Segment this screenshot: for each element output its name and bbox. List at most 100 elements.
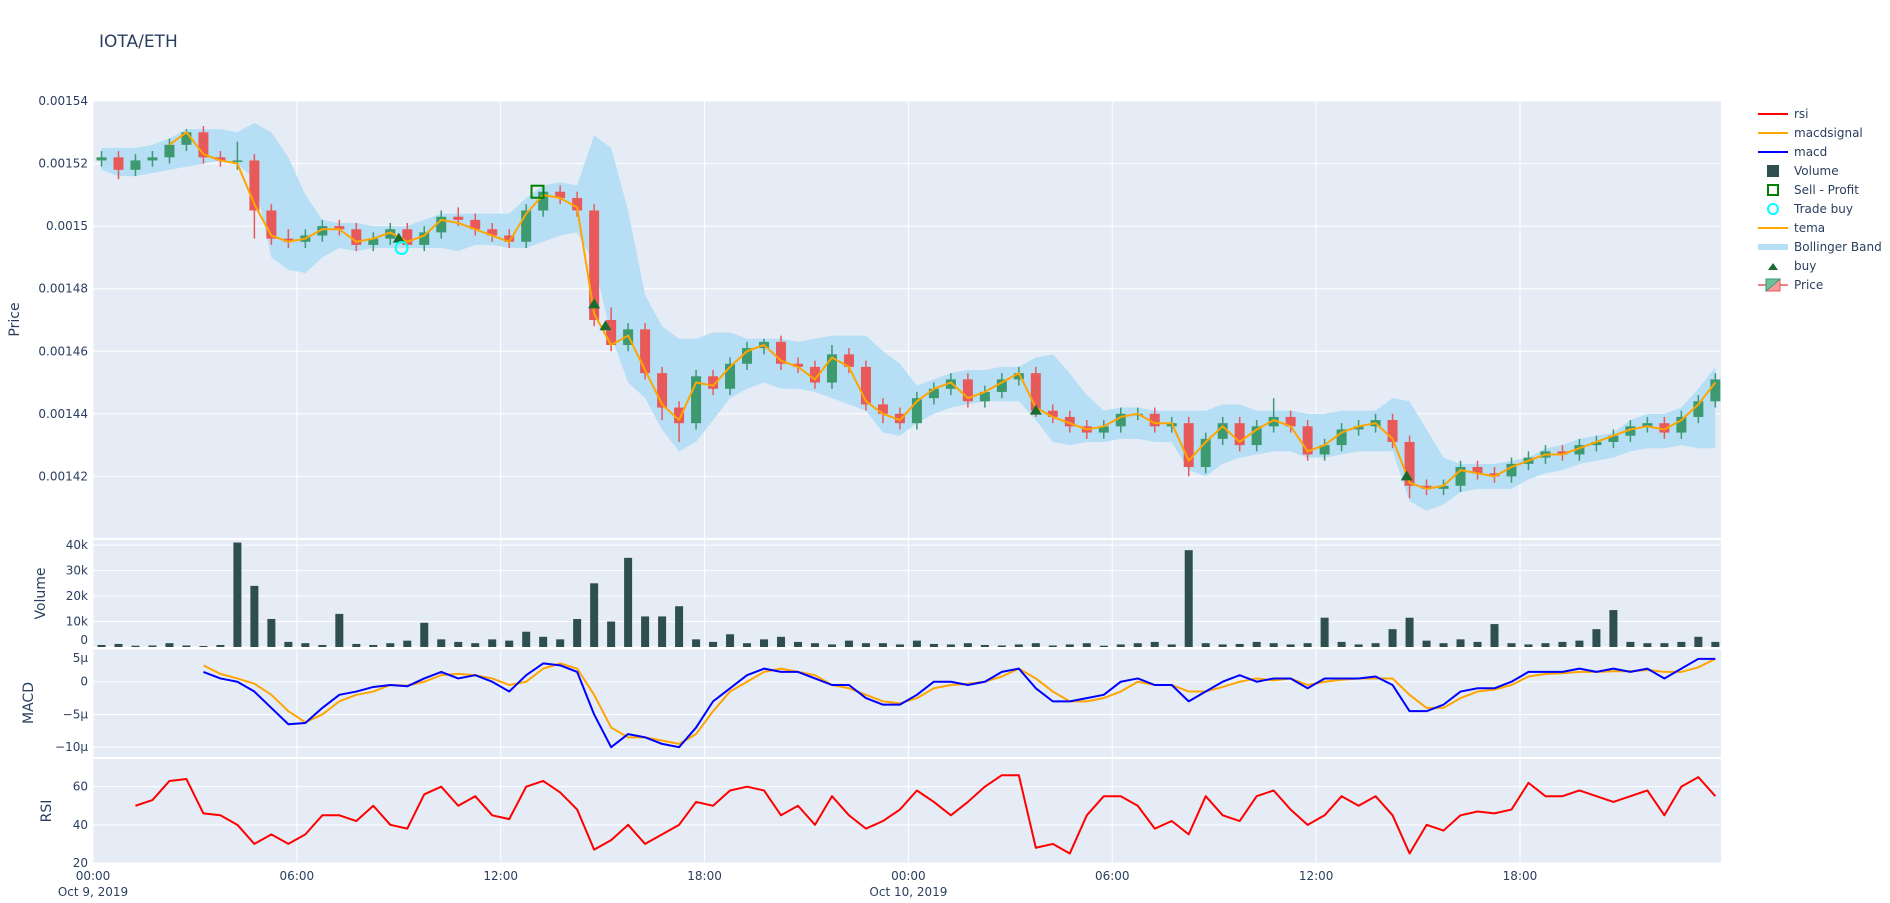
volume-bar xyxy=(1558,641,1567,647)
legend-item-trade-buy[interactable]: Trade buy xyxy=(1758,199,1882,218)
candle-body xyxy=(1268,416,1279,427)
candle xyxy=(945,373,956,396)
candle xyxy=(674,401,685,442)
x-tick-label: 12:00 xyxy=(483,869,518,883)
chart-title: IOTA/ETH xyxy=(99,32,178,52)
candle xyxy=(249,154,260,239)
volume-bar xyxy=(1048,645,1057,647)
legend-item-macdsignal[interactable]: macdsignal xyxy=(1758,123,1882,142)
macd-tick-label: −5µ xyxy=(63,707,89,721)
volume-bar xyxy=(1065,644,1074,647)
candle xyxy=(555,185,566,205)
volume-bar xyxy=(1626,641,1635,647)
candle xyxy=(1234,416,1245,452)
macd-tick-label: 0 xyxy=(80,675,88,689)
volume-bar xyxy=(1609,610,1618,647)
rsi-tick-label: 60 xyxy=(73,780,88,794)
legend-item-price[interactable]: Price xyxy=(1758,275,1882,294)
candle xyxy=(1506,457,1517,483)
candle xyxy=(1285,410,1296,433)
candle-body xyxy=(776,341,787,364)
volume-bar xyxy=(556,639,565,647)
volume-bar xyxy=(454,641,463,647)
candle-body xyxy=(1455,466,1466,486)
candle-body xyxy=(436,216,447,233)
volume-tick-label: 0 xyxy=(80,633,88,647)
candle xyxy=(147,151,158,167)
volume-bar xyxy=(895,644,904,647)
legend-item-sell-profit[interactable]: Sell - Profit xyxy=(1758,180,1882,199)
candle-body xyxy=(996,379,1007,392)
candle xyxy=(1489,466,1500,483)
x-tick-label: 18:00 xyxy=(1503,869,1538,883)
candle-body xyxy=(164,144,175,158)
tema-line xyxy=(168,131,1717,490)
legend-line-icon xyxy=(1758,126,1788,140)
candle-body xyxy=(1387,420,1398,442)
volume-bar xyxy=(726,634,735,647)
volume-bar xyxy=(488,639,497,647)
candle xyxy=(691,370,702,430)
volume-bar xyxy=(1490,624,1499,647)
volume-bar xyxy=(844,640,853,647)
candle-body xyxy=(1591,441,1602,446)
candle xyxy=(1047,404,1058,424)
candle-body xyxy=(606,319,617,345)
candle-body xyxy=(96,157,107,161)
candle xyxy=(776,335,787,371)
volume-bar xyxy=(1201,643,1210,647)
price-tick-label: 0.00154 xyxy=(38,94,88,108)
volume-axis-title: Volume xyxy=(33,567,49,619)
legend-item-bollinger-band[interactable]: Bollinger Band xyxy=(1758,237,1882,256)
candle-body xyxy=(419,232,430,245)
candle-body xyxy=(1489,473,1500,477)
candle-body xyxy=(742,348,753,364)
legend-item-rsi[interactable]: rsi xyxy=(1758,104,1882,123)
x-tick-label: 06:00 xyxy=(280,869,315,883)
candle xyxy=(657,366,668,421)
volume-bar xyxy=(1711,641,1720,647)
candle xyxy=(1098,420,1109,439)
candle xyxy=(1013,366,1024,386)
price-tick-label: 0.0015 xyxy=(46,219,88,233)
candle-body xyxy=(1183,423,1194,467)
volume-bar xyxy=(760,639,769,647)
rsi-line xyxy=(135,774,1717,855)
volume-bar xyxy=(1371,643,1380,647)
candle xyxy=(283,229,294,249)
candle-body xyxy=(249,160,260,211)
candle-body xyxy=(1693,401,1704,417)
candle-body xyxy=(1115,413,1126,427)
volume-bar xyxy=(1116,644,1125,647)
volume-bar xyxy=(1354,644,1363,647)
candle-body xyxy=(368,238,379,245)
candle xyxy=(1557,445,1568,461)
volume-bar xyxy=(641,616,650,647)
volume-bar xyxy=(1388,629,1397,647)
legend-item-macd[interactable]: macd xyxy=(1758,142,1882,161)
candle-body xyxy=(1676,416,1687,433)
legend-square-icon xyxy=(1758,164,1788,178)
candle xyxy=(1421,479,1432,496)
candle-body xyxy=(1472,466,1483,474)
legend: rsi macdsignal macd Volume Sell - Profit Trad… xyxy=(1758,104,1882,294)
x-tick-date-label: Oct 10, 2019 xyxy=(869,885,947,899)
candle-body xyxy=(1574,445,1585,455)
legend-band-icon xyxy=(1758,240,1788,254)
candle xyxy=(809,360,820,389)
volume-bar xyxy=(946,644,955,647)
candle-body xyxy=(1336,429,1347,446)
legend-item-buy[interactable]: buy xyxy=(1758,256,1882,275)
candle-body xyxy=(232,160,243,162)
rsi-panel-background xyxy=(93,759,1721,863)
volume-bar xyxy=(777,636,786,647)
volume-bar xyxy=(658,616,667,647)
legend-label: Sell - Profit xyxy=(1794,182,1859,197)
legend-item-tema[interactable]: tema xyxy=(1758,218,1882,237)
volume-bar xyxy=(335,613,344,647)
x-tick-date-label: Oct 9, 2019 xyxy=(58,885,128,899)
legend-item-volume[interactable]: Volume xyxy=(1758,161,1882,180)
candle xyxy=(708,370,719,396)
volume-bar xyxy=(963,643,972,647)
candle-body xyxy=(572,197,583,211)
